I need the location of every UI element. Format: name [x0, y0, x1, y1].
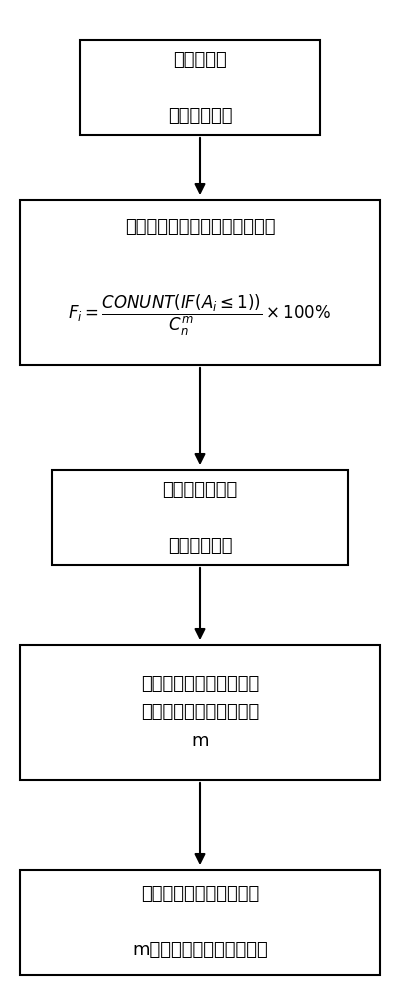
Text: m: m	[191, 732, 209, 750]
Bar	[20, 645, 380, 780]
Bar	[80, 40, 320, 135]
Text: 计算不同偏差下: 计算不同偏差下	[162, 481, 238, 499]
Bar	[52, 470, 348, 565]
Text: 根据要求的分析偏差找出: 根据要求的分析偏差找出	[141, 675, 259, 693]
Text: 的测量符合率: 的测量符合率	[168, 536, 232, 554]
Text: 建立点位组合统计分析数学模型: 建立点位组合统计分析数学模型	[125, 218, 275, 236]
Text: m，计算大批量实际取样点: m，计算大批量实际取样点	[132, 942, 268, 960]
Text: 符合条件的实验取样点数: 符合条件的实验取样点数	[141, 704, 259, 722]
Bar	[20, 870, 380, 975]
Text: 划分小批量: 划分小批量	[173, 50, 227, 68]
Text: 根据实验批量的取样点数: 根据实验批量的取样点数	[141, 886, 259, 904]
Text: $F_i=\dfrac{CONUNT(IF(A_i\leq 1))}{C_n^m}\times100\%$: $F_i=\dfrac{CONUNT(IF(A_i\leq 1))}{C_n^m…	[68, 293, 332, 338]
Bar	[20, 200, 380, 365]
Text: 确定实验方案: 确定实验方案	[168, 106, 232, 124]
